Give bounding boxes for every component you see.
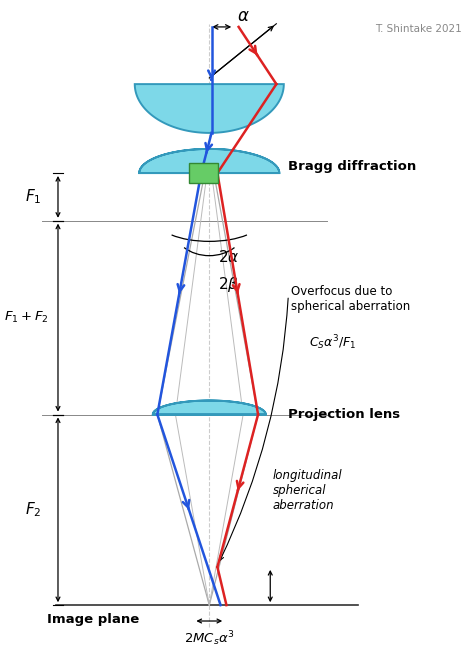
Polygon shape [153,400,266,415]
Text: $2\alpha$: $2\alpha$ [219,249,240,265]
Text: longitudinal
spherical
aberration: longitudinal spherical aberration [273,470,342,512]
Text: Overfocus due to
spherical aberration: Overfocus due to spherical aberration [291,285,410,313]
Text: $F_2$: $F_2$ [25,500,41,519]
Text: Projection lens: Projection lens [288,408,401,421]
Polygon shape [135,84,284,133]
Bar [189,163,218,183]
Text: Bragg diffraction: Bragg diffraction [288,160,417,173]
Text: $C_S\alpha^3/F_1$: $C_S\alpha^3/F_1$ [309,334,356,353]
Text: $\alpha$: $\alpha$ [237,7,250,25]
Text: $2\beta$: $2\beta$ [219,275,239,294]
Text: Image plane: Image plane [47,613,139,626]
Text: T. Shintake 2021: T. Shintake 2021 [375,24,462,34]
Polygon shape [139,149,279,173]
Text: $F_1 + F_2$: $F_1 + F_2$ [4,310,49,325]
Text: $2MC_s\alpha^3$: $2MC_s\alpha^3$ [184,629,235,648]
Text: $F_1$: $F_1$ [25,187,41,206]
